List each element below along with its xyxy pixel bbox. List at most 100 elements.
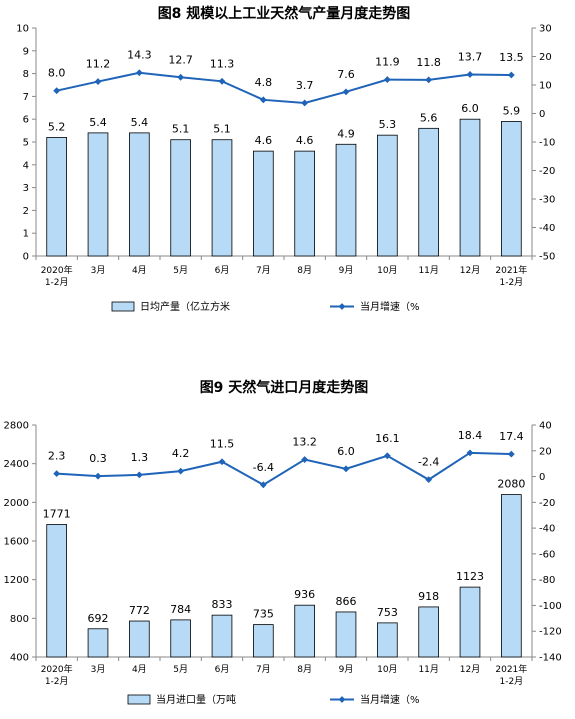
line-value-label: 13.2 <box>292 436 317 449</box>
bar <box>170 619 191 658</box>
line-point <box>259 96 267 104</box>
right-tick-label: -60 <box>539 549 555 560</box>
category-label: 11月 <box>418 664 438 675</box>
line-point <box>383 452 391 460</box>
left-tick-label: 9 <box>23 46 29 57</box>
legend-line-marker <box>338 303 346 310</box>
bar-value-label: 866 <box>336 595 357 608</box>
category-label: 1-2月 <box>499 277 523 288</box>
legend-bar-label: 当月进口量（万吨 <box>156 693 236 706</box>
line-value-label: 11.3 <box>210 57 235 70</box>
category-label: 4月 <box>132 265 147 276</box>
bar <box>294 604 315 658</box>
category-label: 10月 <box>377 664 397 675</box>
category-label: 6月 <box>215 664 230 675</box>
line-value-label: 1.3 <box>131 451 149 464</box>
line-value-label: 2.3 <box>48 450 66 463</box>
bar <box>170 139 191 257</box>
left-tick-label: 0 <box>23 252 29 263</box>
bar <box>501 121 522 257</box>
legend-line-marker <box>338 696 346 703</box>
bar <box>253 150 274 257</box>
category-label: 7月 <box>256 265 271 276</box>
legend-line-label: 当月增速（% <box>360 300 420 313</box>
category-label: 11月 <box>418 265 438 276</box>
category-label: 5月 <box>173 265 188 276</box>
bar <box>335 143 357 257</box>
category-label: 1-2月 <box>45 277 69 288</box>
bar <box>377 134 398 257</box>
line-point <box>177 73 185 81</box>
legend-bar-swatch <box>127 694 151 705</box>
line-point <box>507 71 515 79</box>
left-tick-label: 10 <box>16 24 29 35</box>
bar <box>46 137 67 257</box>
category-label: 12月 <box>460 265 480 276</box>
bar-value-label: 1123 <box>456 570 484 583</box>
category-label: 7月 <box>256 664 271 675</box>
chart-title: 图8 规模以上工业天然气产量月度走势图 <box>158 5 411 22</box>
line-point <box>53 470 61 477</box>
category-label: 2020年 <box>41 264 73 276</box>
bar <box>46 524 67 658</box>
bar <box>87 628 109 658</box>
bar <box>335 611 357 658</box>
line-value-label: 11.5 <box>210 438 235 451</box>
line-value-label: 4.8 <box>255 76 273 89</box>
line-value-label: 11.8 <box>416 56 441 69</box>
line-point <box>135 69 143 77</box>
growth-line <box>56 71 512 104</box>
category-label: 2021年 <box>495 663 527 675</box>
legend-line-label: 当月增速（% <box>360 693 420 706</box>
bar <box>418 127 439 257</box>
bar <box>377 622 398 658</box>
bar <box>459 118 481 257</box>
line-value-label: 0.3 <box>89 452 107 465</box>
bar-value-label: 772 <box>129 604 150 617</box>
left-tick-label: 1 <box>23 229 29 240</box>
line-point <box>94 78 102 85</box>
left-tick-label: 5 <box>23 138 29 149</box>
bar-value-label: 735 <box>253 608 274 621</box>
category-label: 6月 <box>215 265 230 276</box>
line-value-label: 17.4 <box>499 430 524 443</box>
line-value-label: -2.4 <box>418 456 439 469</box>
right-tick-label: -40 <box>539 524 555 535</box>
right-tick-label: -20 <box>539 166 555 177</box>
right-tick-label: -120 <box>539 627 562 638</box>
left-tick-label: 1200 <box>4 575 29 586</box>
bar <box>129 620 150 658</box>
line-point <box>301 456 309 463</box>
category-label: 8月 <box>297 664 312 675</box>
line-value-label: 11.9 <box>375 56 400 69</box>
left-tick-label: 6 <box>23 115 29 126</box>
bar <box>459 586 481 658</box>
category-label: 1-2月 <box>499 676 523 687</box>
right-tick-label: -140 <box>539 653 562 664</box>
category-label: 2020年 <box>41 663 73 675</box>
bar <box>211 139 233 257</box>
left-tick-label: 400 <box>10 653 29 664</box>
line-point <box>218 458 226 466</box>
bar <box>129 132 150 257</box>
category-label: 3月 <box>91 664 106 675</box>
line-value-label: 6.0 <box>337 445 355 458</box>
growth-line <box>56 451 512 486</box>
right-tick-label: -100 <box>539 601 562 612</box>
category-label: 2021年 <box>495 264 527 276</box>
bar-value-label: 918 <box>418 590 439 603</box>
legend-bar-swatch <box>111 301 135 312</box>
chart-2: 图9 天然气进口月度走势图40080012001600200024002800-… <box>4 379 562 706</box>
line-value-label: 12.7 <box>168 53 193 66</box>
category-label: 10月 <box>377 265 397 276</box>
category-label: 9月 <box>339 664 354 675</box>
bar <box>253 624 274 658</box>
legend-bar-label: 日均产量（亿立方米 <box>140 300 230 313</box>
left-tick-label: 800 <box>10 614 29 625</box>
left-tick-label: 2 <box>23 206 29 217</box>
line-point <box>425 76 433 84</box>
left-tick-label: 2800 <box>4 421 29 432</box>
bar-value-label: 1771 <box>43 507 71 520</box>
right-tick-label: -10 <box>539 138 555 149</box>
bar-value-label: 4.6 <box>296 134 314 147</box>
